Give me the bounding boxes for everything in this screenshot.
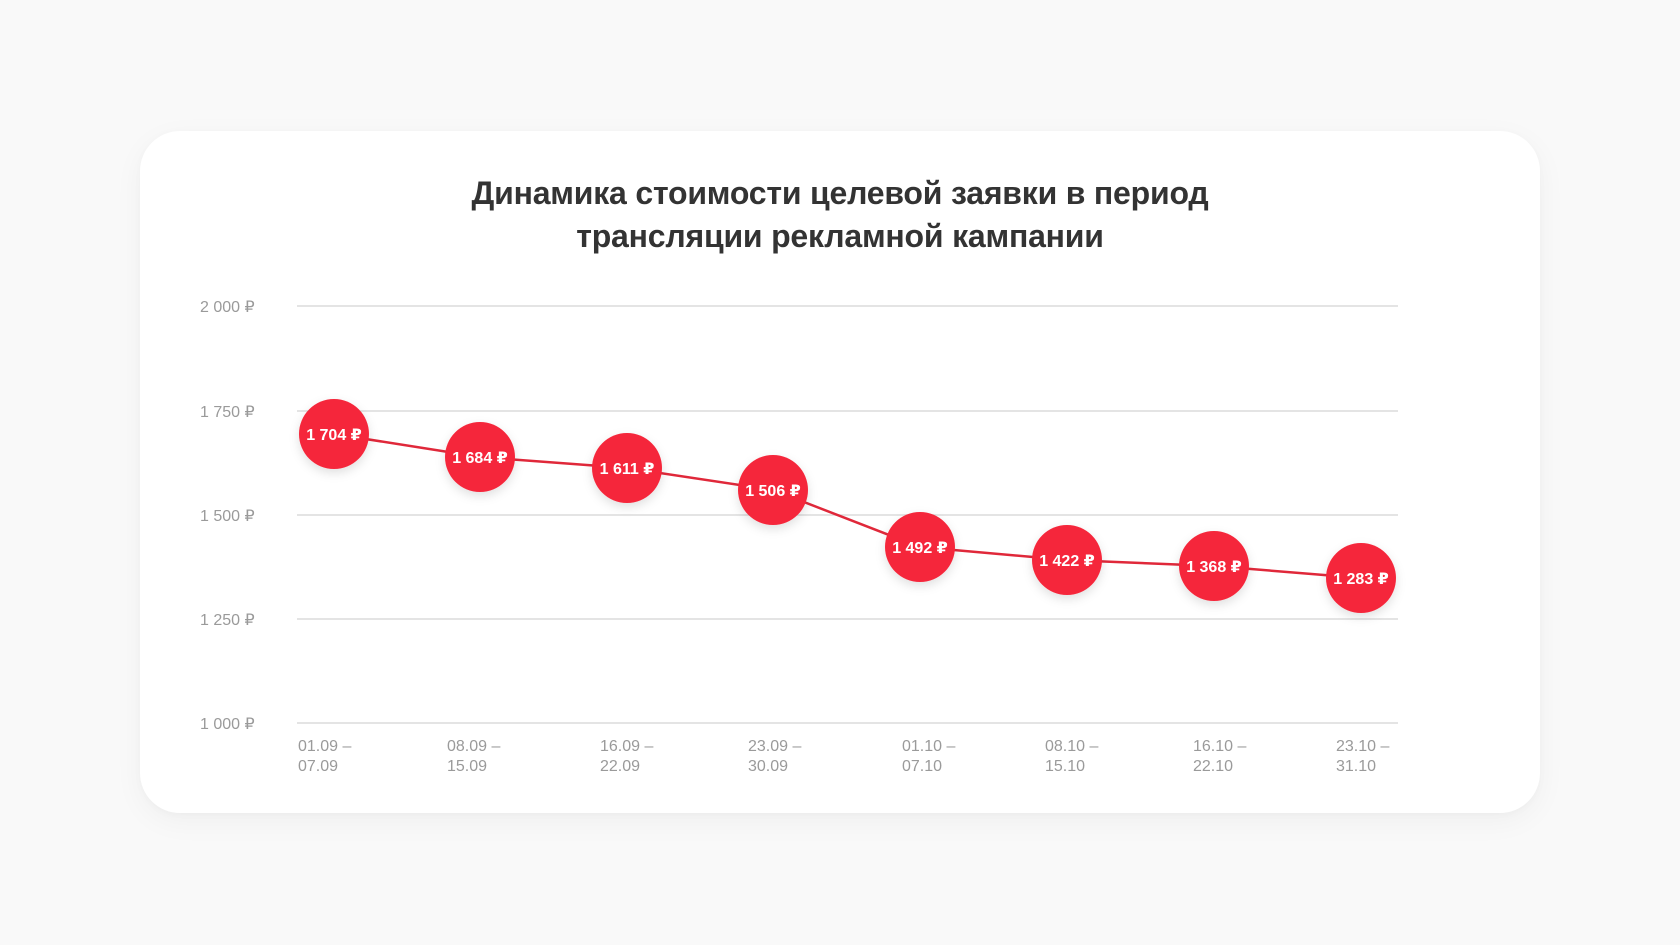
marker-circle: [1326, 543, 1396, 613]
y-tick-label: 1 500 ₽: [200, 508, 255, 525]
y-tick-label: 1 250 ₽: [200, 612, 255, 629]
marker-circle: [738, 455, 808, 525]
data-label: 1 422 ₽: [1039, 553, 1095, 570]
data-label: 1 704 ₽: [306, 427, 362, 444]
x-tick-label: 23.09 – 30.09: [748, 738, 801, 775]
svg-text:23.10 –: 23.10 –: [1336, 738, 1389, 755]
marker-circle: [885, 512, 955, 582]
y-axis-labels: 2 000 ₽ 1 750 ₽ 1 500 ₽ 1 250 ₽ 1 000 ₽: [200, 299, 255, 733]
chart-title-line-1: Динамика стоимости целевой заявки в пери…: [471, 175, 1209, 211]
x-tick-label: 01.09 – 07.09: [298, 738, 351, 775]
data-markers: 1 704 ₽ 1 684 ₽ 1 611 ₽ 1 506 ₽ 1 492 ₽ 1 422…: [299, 399, 1396, 613]
gridlines: [297, 305, 1398, 724]
svg-text:16.10 –: 16.10 –: [1193, 738, 1246, 755]
marker-circle: [592, 433, 662, 503]
data-label: 1 283 ₽: [1333, 571, 1389, 588]
svg-text:07.09: 07.09: [298, 758, 338, 775]
chart-title-line-2: трансляции рекламной кампании: [576, 218, 1104, 254]
data-label: 1 611 ₽: [600, 461, 655, 478]
data-label: 1 368 ₽: [1186, 559, 1242, 576]
data-point: 1 422 ₽: [1032, 525, 1102, 595]
data-label: 1 492 ₽: [892, 540, 948, 557]
data-point: 1 611 ₽: [592, 433, 662, 503]
y-tick-label: 1 000 ₽: [200, 716, 255, 733]
svg-text:22.09: 22.09: [600, 758, 640, 775]
x-tick-label: 08.09 – 15.09: [447, 738, 500, 775]
marker-circle: [1179, 531, 1249, 601]
data-label: 1 506 ₽: [745, 483, 801, 500]
y-tick-label: 2 000 ₽: [200, 299, 255, 316]
svg-text:01.09 –: 01.09 –: [298, 738, 351, 755]
chart-title: Динамика стоимости целевой заявки в пери…: [0, 172, 1680, 258]
svg-text:15.09: 15.09: [447, 758, 487, 775]
svg-text:30.09: 30.09: [748, 758, 788, 775]
data-point: 1 368 ₽: [1179, 531, 1249, 601]
marker-circle: [299, 399, 369, 469]
svg-text:01.10 –: 01.10 –: [902, 738, 955, 755]
svg-text:22.10: 22.10: [1193, 758, 1233, 775]
svg-text:07.10: 07.10: [902, 758, 942, 775]
marker-circle: [1032, 525, 1102, 595]
data-label: 1 684 ₽: [452, 450, 508, 467]
x-tick-label: 01.10 – 07.10: [902, 738, 955, 775]
data-point: 1 492 ₽: [885, 512, 955, 582]
svg-text:23.09 –: 23.09 –: [748, 738, 801, 755]
data-point: 1 704 ₽: [299, 399, 369, 469]
svg-text:08.10 –: 08.10 –: [1045, 738, 1098, 755]
marker-circle: [445, 422, 515, 492]
data-point: 1 684 ₽: [445, 422, 515, 492]
svg-text:16.09 –: 16.09 –: [600, 738, 653, 755]
data-point: 1 283 ₽: [1326, 543, 1396, 613]
y-tick-label: 1 750 ₽: [200, 404, 255, 421]
svg-text:08.09 –: 08.09 –: [447, 738, 500, 755]
x-tick-label: 23.10 – 31.10: [1336, 738, 1389, 775]
x-tick-label: 08.10 – 15.10: [1045, 738, 1098, 775]
svg-text:31.10: 31.10: [1336, 758, 1376, 775]
x-axis-labels: 01.09 – 07.09 08.09 – 15.09 16.09 – 22.09 23.0…: [298, 738, 1389, 775]
svg-text:15.10: 15.10: [1045, 758, 1085, 775]
chart-card: [140, 131, 1540, 813]
data-point: 1 506 ₽: [738, 455, 808, 525]
x-tick-label: 16.09 – 22.09: [600, 738, 653, 775]
x-tick-label: 16.10 – 22.10: [1193, 738, 1246, 775]
